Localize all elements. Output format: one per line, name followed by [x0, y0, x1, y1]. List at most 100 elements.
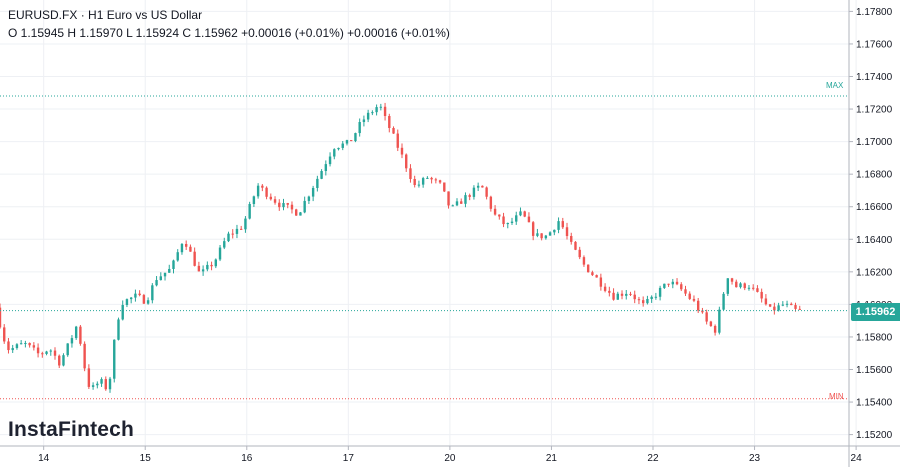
- candle-up: [739, 283, 742, 288]
- candle-up: [650, 296, 653, 299]
- candle-up: [785, 303, 789, 305]
- time-tick-label: 17: [343, 453, 355, 464]
- candle-up: [510, 221, 514, 224]
- candle-up: [70, 338, 74, 344]
- brand-logo: InstaFintech: [8, 418, 135, 441]
- candle-down: [273, 199, 277, 203]
- time-tick-label: 23: [749, 453, 761, 464]
- candle-up: [476, 185, 480, 188]
- candle-down: [730, 278, 734, 282]
- candle-up: [176, 252, 179, 261]
- candle-up: [747, 287, 751, 289]
- candle-down: [443, 182, 446, 192]
- candle-down: [570, 236, 573, 242]
- candle-up: [519, 211, 522, 216]
- price-tick-label: 1.15400: [856, 398, 893, 409]
- candle-up: [379, 106, 383, 108]
- candle-down: [438, 180, 442, 183]
- candle-down: [197, 265, 201, 272]
- time-tick-label: 24: [851, 453, 863, 464]
- candle-down: [743, 283, 746, 289]
- candle-up: [256, 185, 260, 197]
- candle-up: [96, 383, 99, 386]
- candle-up: [252, 196, 256, 205]
- candle-down: [83, 343, 86, 369]
- candle-up: [616, 293, 619, 300]
- candle-down: [210, 264, 213, 267]
- candle-up: [536, 233, 539, 236]
- time-axis[interactable]: 14 15 16 17 20 21 22 23 24: [0, 445, 900, 464]
- candle-up: [49, 350, 52, 352]
- candle-up: [354, 133, 357, 142]
- candle-down: [32, 345, 36, 348]
- candle-up: [654, 296, 658, 298]
- legend-separator: ·: [80, 8, 85, 22]
- candle-down: [485, 187, 488, 197]
- candle-up: [777, 305, 780, 311]
- candle-up: [548, 232, 552, 236]
- candle-up: [91, 385, 95, 387]
- candle-up: [45, 351, 48, 354]
- candle-down: [595, 275, 598, 278]
- candle-down: [667, 283, 670, 285]
- candle-down: [489, 196, 493, 209]
- candle-up: [62, 355, 65, 366]
- candle-up: [223, 241, 226, 248]
- candle-down: [768, 304, 772, 307]
- candle-up: [337, 147, 340, 150]
- candle-down: [620, 293, 624, 296]
- candle-up: [345, 140, 349, 144]
- candle-down: [493, 208, 497, 215]
- candle-down: [189, 246, 192, 252]
- candle-up: [66, 343, 69, 356]
- candle-down: [641, 300, 645, 304]
- candle-down: [290, 204, 294, 210]
- candle-down: [138, 293, 141, 296]
- candle-up: [206, 264, 209, 270]
- max-label: MAX: [826, 81, 844, 90]
- price-tick-label: 1.17800: [856, 7, 893, 18]
- candle-up: [718, 309, 721, 333]
- candle-up: [316, 178, 319, 188]
- candle-down: [481, 185, 484, 188]
- legend-timeframe[interactable]: H1: [88, 8, 104, 22]
- candle-down: [675, 281, 679, 285]
- candle-down: [591, 272, 594, 276]
- candle-down: [58, 355, 61, 366]
- candle-down: [409, 168, 412, 179]
- price-tick-label: 1.16800: [856, 170, 893, 181]
- candle-down: [430, 177, 433, 180]
- candle-up: [371, 112, 374, 114]
- candle-down: [460, 201, 463, 204]
- time-tick-label: 21: [546, 453, 558, 464]
- candle-up: [358, 122, 361, 134]
- candle-up: [11, 348, 14, 351]
- candle-up: [324, 164, 328, 172]
- candle-up: [108, 378, 112, 390]
- candle-down: [764, 298, 768, 305]
- legend-symbol[interactable]: EURUSD.FX: [8, 8, 78, 22]
- price-tick-label: 1.16600: [856, 202, 893, 213]
- candle-down: [265, 187, 268, 197]
- candle-down: [612, 292, 615, 300]
- candle-up: [227, 233, 230, 242]
- candle-down: [684, 289, 687, 294]
- price-axis[interactable]: 1.17800 1.17600 1.17400 1.17200 1.17000 1.168…: [848, 0, 893, 467]
- candle-down: [396, 133, 399, 148]
- price-tick-label: 1.17200: [856, 105, 893, 116]
- price-tick-label: 1.17000: [856, 137, 893, 148]
- time-tick-label: 20: [444, 453, 456, 464]
- candle-down: [582, 257, 586, 265]
- candle-up: [24, 342, 27, 344]
- candle-down: [696, 300, 700, 311]
- candle-up: [235, 228, 239, 234]
- candle-down: [688, 293, 691, 299]
- candle-down: [193, 251, 196, 266]
- legend-ohlc: O 1.15945 H 1.15970 L 1.15924 C 1.15962 …: [8, 26, 450, 40]
- candle-down: [735, 281, 738, 288]
- candle-up: [201, 269, 205, 272]
- candle-up: [151, 285, 154, 301]
- candle-up: [333, 149, 336, 157]
